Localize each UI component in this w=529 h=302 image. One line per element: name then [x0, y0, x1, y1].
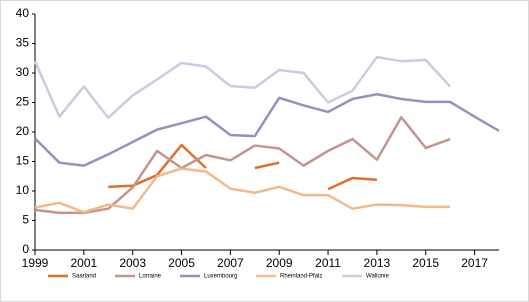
x-tick-label: 2015	[412, 256, 439, 270]
x-tick-label: 2007	[217, 256, 244, 270]
line	[33, 55, 452, 120]
x-tick-label: 2003	[119, 256, 146, 270]
x-tick-label: 1999	[22, 256, 49, 270]
x-tick-label: 2001	[70, 256, 97, 270]
line	[254, 161, 280, 170]
y-tick-label: 10	[16, 183, 30, 197]
x-tick-label: 2011	[315, 256, 341, 270]
legend-label: Luxembourg	[204, 274, 237, 280]
y-tick-label: 35	[16, 36, 30, 50]
legend-label: Saarland	[72, 274, 96, 280]
legend-label: Wallonie	[366, 274, 389, 280]
y-tick-label: 5	[22, 213, 29, 227]
legend-label: Lorraine	[139, 274, 162, 280]
line	[327, 176, 377, 191]
y-tick-label: 25	[16, 95, 30, 109]
y-tick-label: 40	[16, 6, 30, 20]
x-tick-label: 2013	[364, 256, 391, 270]
y-tick-label: 0	[22, 242, 29, 256]
y-tick-label: 30	[16, 65, 30, 79]
y-tick-label: 20	[16, 124, 30, 138]
x-tick-label: 2009	[266, 256, 293, 270]
x-tick-label: 2005	[168, 256, 195, 270]
y-tick-label: 15	[16, 154, 30, 168]
x-tick-label: 2017	[461, 256, 488, 270]
line	[34, 92, 500, 167]
line	[34, 116, 451, 215]
line	[34, 167, 451, 214]
legend-label: Rheinland-Pfalz	[280, 274, 322, 280]
